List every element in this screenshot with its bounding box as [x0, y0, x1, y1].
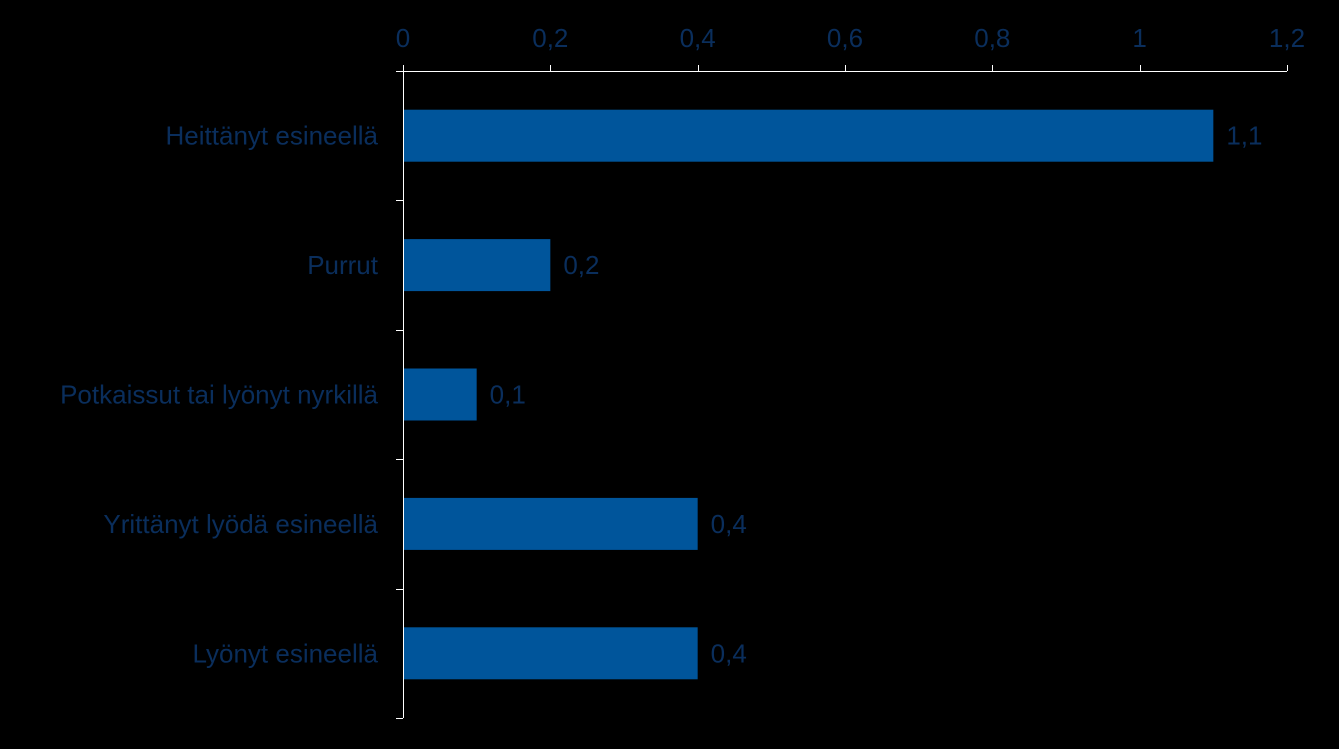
- bar: [404, 497, 698, 550]
- data-label: 0,2: [563, 250, 599, 280]
- x-tick-label: 0,8: [974, 23, 1010, 53]
- data-label: 0,4: [711, 509, 747, 539]
- data-label: 0,4: [711, 638, 747, 668]
- x-tick-label: 1,2: [1269, 23, 1305, 53]
- bar: [404, 627, 698, 680]
- data-label: 0,1: [490, 380, 526, 410]
- x-tick-label: 1: [1132, 23, 1146, 53]
- x-tick-label: 0,2: [532, 23, 568, 53]
- x-axis: 0 0,2 0,4 0,6 0,8 1 1,2: [396, 23, 1305, 72]
- bar: [404, 368, 477, 421]
- category-label: Potkaissut tai lyönyt nyrkillä: [60, 380, 378, 410]
- x-tick-label: 0: [396, 23, 410, 53]
- category-label: Heittänyt esineellä: [166, 121, 379, 151]
- category-label: Lyönyt esineellä: [193, 638, 379, 668]
- data-labels: 1,1 0,2 0,1 0,4 0,4: [490, 121, 1263, 669]
- category-labels: Heittänyt esineellä Purrut Potkaissut tai …: [60, 121, 379, 669]
- y-axis: [396, 71, 404, 719]
- bar: [404, 109, 1214, 162]
- bars: [404, 109, 1214, 680]
- x-tick-label: 0,6: [827, 23, 863, 53]
- category-label: Purrut: [307, 250, 379, 280]
- bar: [404, 239, 551, 292]
- data-label: 1,1: [1226, 121, 1262, 151]
- x-tick-label: 0,4: [680, 23, 716, 53]
- category-label: Yrittänyt lyödä esineellä: [103, 509, 378, 539]
